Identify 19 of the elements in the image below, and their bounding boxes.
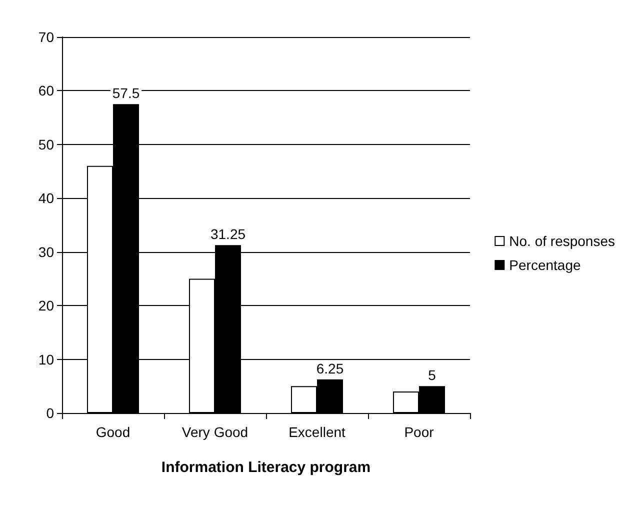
y-tick-label: 60	[38, 82, 54, 99]
data-label: 6.25	[316, 360, 344, 376]
data-label: 31.25	[210, 226, 246, 242]
y-tick-label: 10	[38, 351, 54, 368]
y-tick-label: 20	[38, 298, 54, 314]
data-label: 57.5	[112, 85, 140, 102]
x-tick-label: Very Good	[182, 424, 248, 440]
y-tick-label: 50	[38, 136, 54, 152]
x-tick-label: Excellent	[288, 424, 346, 440]
x-axis-title: Information Literacy program	[161, 459, 371, 476]
y-tick-label: 40	[38, 190, 54, 206]
x-tick-label: Poor	[404, 424, 434, 440]
legend-label: No. of responses	[509, 233, 616, 249]
y-tick-label: 30	[38, 244, 54, 260]
data-label: 5	[428, 367, 436, 384]
y-tick-label: 0	[46, 405, 54, 421]
x-tick-label: Good	[96, 424, 130, 440]
legend-label: Percentage	[509, 257, 581, 273]
y-tick-label: 70	[38, 29, 54, 45]
